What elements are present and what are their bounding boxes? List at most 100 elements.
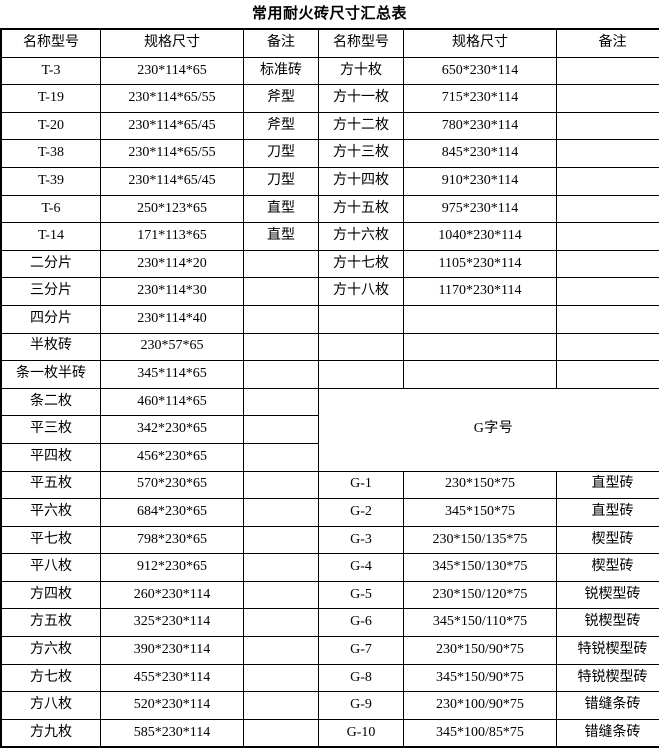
column-header-3: 名称型号 xyxy=(319,29,404,57)
cell-r18-c3: G-4 xyxy=(319,554,404,582)
cell-r23-c1: 520*230*114 xyxy=(101,692,244,720)
cell-r12-c1: 460*114*65 xyxy=(101,388,244,416)
cell-r22-c5: 特锐楔型砖 xyxy=(557,664,659,692)
cell-r6-c2: 直型 xyxy=(244,223,319,251)
cell-r1-c1: 230*114*65/55 xyxy=(101,85,244,113)
cell-r19-c3: G-5 xyxy=(319,581,404,609)
cell-r5-c3: 方十五枚 xyxy=(319,195,404,223)
cell-r18-c0: 平八枚 xyxy=(1,554,101,582)
cell-r24-c5: 错缝条砖 xyxy=(557,719,659,747)
cell-r11-c3 xyxy=(319,361,404,389)
cell-r7-c4: 1105*230*114 xyxy=(404,250,557,278)
cell-r8-c5 xyxy=(557,278,659,306)
cell-r23-c3: G-9 xyxy=(319,692,404,720)
column-header-4: 规格尺寸 xyxy=(404,29,557,57)
cell-r9-c4 xyxy=(404,305,557,333)
cell-r2-c0: T-20 xyxy=(1,112,101,140)
cell-r12-c0: 条二枚 xyxy=(1,388,101,416)
cell-r23-c2 xyxy=(244,692,319,720)
cell-r9-c5 xyxy=(557,305,659,333)
cell-r0-c1: 230*114*65 xyxy=(101,57,244,85)
cell-r20-c5: 锐楔型砖 xyxy=(557,609,659,637)
cell-r8-c4: 1170*230*114 xyxy=(404,278,557,306)
cell-r16-c3: G-2 xyxy=(319,499,404,527)
cell-r2-c1: 230*114*65/45 xyxy=(101,112,244,140)
cell-r22-c4: 345*150/90*75 xyxy=(404,664,557,692)
cell-r18-c1: 912*230*65 xyxy=(101,554,244,582)
cell-r17-c5: 楔型砖 xyxy=(557,526,659,554)
cell-r8-c0: 三分片 xyxy=(1,278,101,306)
cell-r11-c1: 345*114*65 xyxy=(101,361,244,389)
cell-r19-c4: 230*150/120*75 xyxy=(404,581,557,609)
cell-r24-c1: 585*230*114 xyxy=(101,719,244,747)
column-header-5: 备注 xyxy=(557,29,659,57)
cell-r4-c5 xyxy=(557,167,659,195)
cell-r21-c1: 390*230*114 xyxy=(101,637,244,665)
cell-r19-c5: 锐楔型砖 xyxy=(557,581,659,609)
column-header-1: 规格尺寸 xyxy=(101,29,244,57)
cell-r7-c3: 方十七枚 xyxy=(319,250,404,278)
cell-r5-c1: 250*123*65 xyxy=(101,195,244,223)
cell-r10-c5 xyxy=(557,333,659,361)
cell-r15-c1: 570*230*65 xyxy=(101,471,244,499)
cell-r16-c2 xyxy=(244,499,319,527)
cell-r10-c4 xyxy=(404,333,557,361)
cell-r24-c3: G-10 xyxy=(319,719,404,747)
cell-r21-c2 xyxy=(244,637,319,665)
cell-r16-c4: 345*150*75 xyxy=(404,499,557,527)
cell-r5-c2: 直型 xyxy=(244,195,319,223)
cell-r6-c0: T-14 xyxy=(1,223,101,251)
cell-r19-c1: 260*230*114 xyxy=(101,581,244,609)
cell-r9-c3 xyxy=(319,305,404,333)
cell-r7-c5 xyxy=(557,250,659,278)
cell-r10-c1: 230*57*65 xyxy=(101,333,244,361)
cell-r19-c0: 方四枚 xyxy=(1,581,101,609)
cell-r2-c5 xyxy=(557,112,659,140)
cell-r15-c4: 230*150*75 xyxy=(404,471,557,499)
cell-r7-c0: 二分片 xyxy=(1,250,101,278)
cell-r11-c0: 条一枚半砖 xyxy=(1,361,101,389)
cell-r5-c4: 975*230*114 xyxy=(404,195,557,223)
cell-r21-c0: 方六枚 xyxy=(1,637,101,665)
cell-r20-c0: 方五枚 xyxy=(1,609,101,637)
cell-r14-c2 xyxy=(244,443,319,471)
cell-r17-c4: 230*150/135*75 xyxy=(404,526,557,554)
cell-r5-c5 xyxy=(557,195,659,223)
cell-r13-c0: 平三枚 xyxy=(1,416,101,444)
cell-r9-c2 xyxy=(244,305,319,333)
cell-r11-c4 xyxy=(404,361,557,389)
cell-r22-c3: G-8 xyxy=(319,664,404,692)
cell-r0-c4: 650*230*114 xyxy=(404,57,557,85)
cell-r7-c1: 230*114*20 xyxy=(101,250,244,278)
cell-r10-c3 xyxy=(319,333,404,361)
cell-r1-c2: 斧型 xyxy=(244,85,319,113)
cell-r22-c1: 455*230*114 xyxy=(101,664,244,692)
cell-r3-c3: 方十三枚 xyxy=(319,140,404,168)
cell-r10-c0: 半枚砖 xyxy=(1,333,101,361)
cell-r17-c1: 798*230*65 xyxy=(101,526,244,554)
cell-r14-c1: 456*230*65 xyxy=(101,443,244,471)
cell-r17-c3: G-3 xyxy=(319,526,404,554)
cell-r9-c1: 230*114*40 xyxy=(101,305,244,333)
cell-r20-c4: 345*150/110*75 xyxy=(404,609,557,637)
cell-r2-c2: 斧型 xyxy=(244,112,319,140)
cell-r6-c3: 方十六枚 xyxy=(319,223,404,251)
cell-r19-c2 xyxy=(244,581,319,609)
cell-r4-c4: 910*230*114 xyxy=(404,167,557,195)
cell-r3-c5 xyxy=(557,140,659,168)
cell-r10-c2 xyxy=(244,333,319,361)
cell-r15-c5: 直型砖 xyxy=(557,471,659,499)
